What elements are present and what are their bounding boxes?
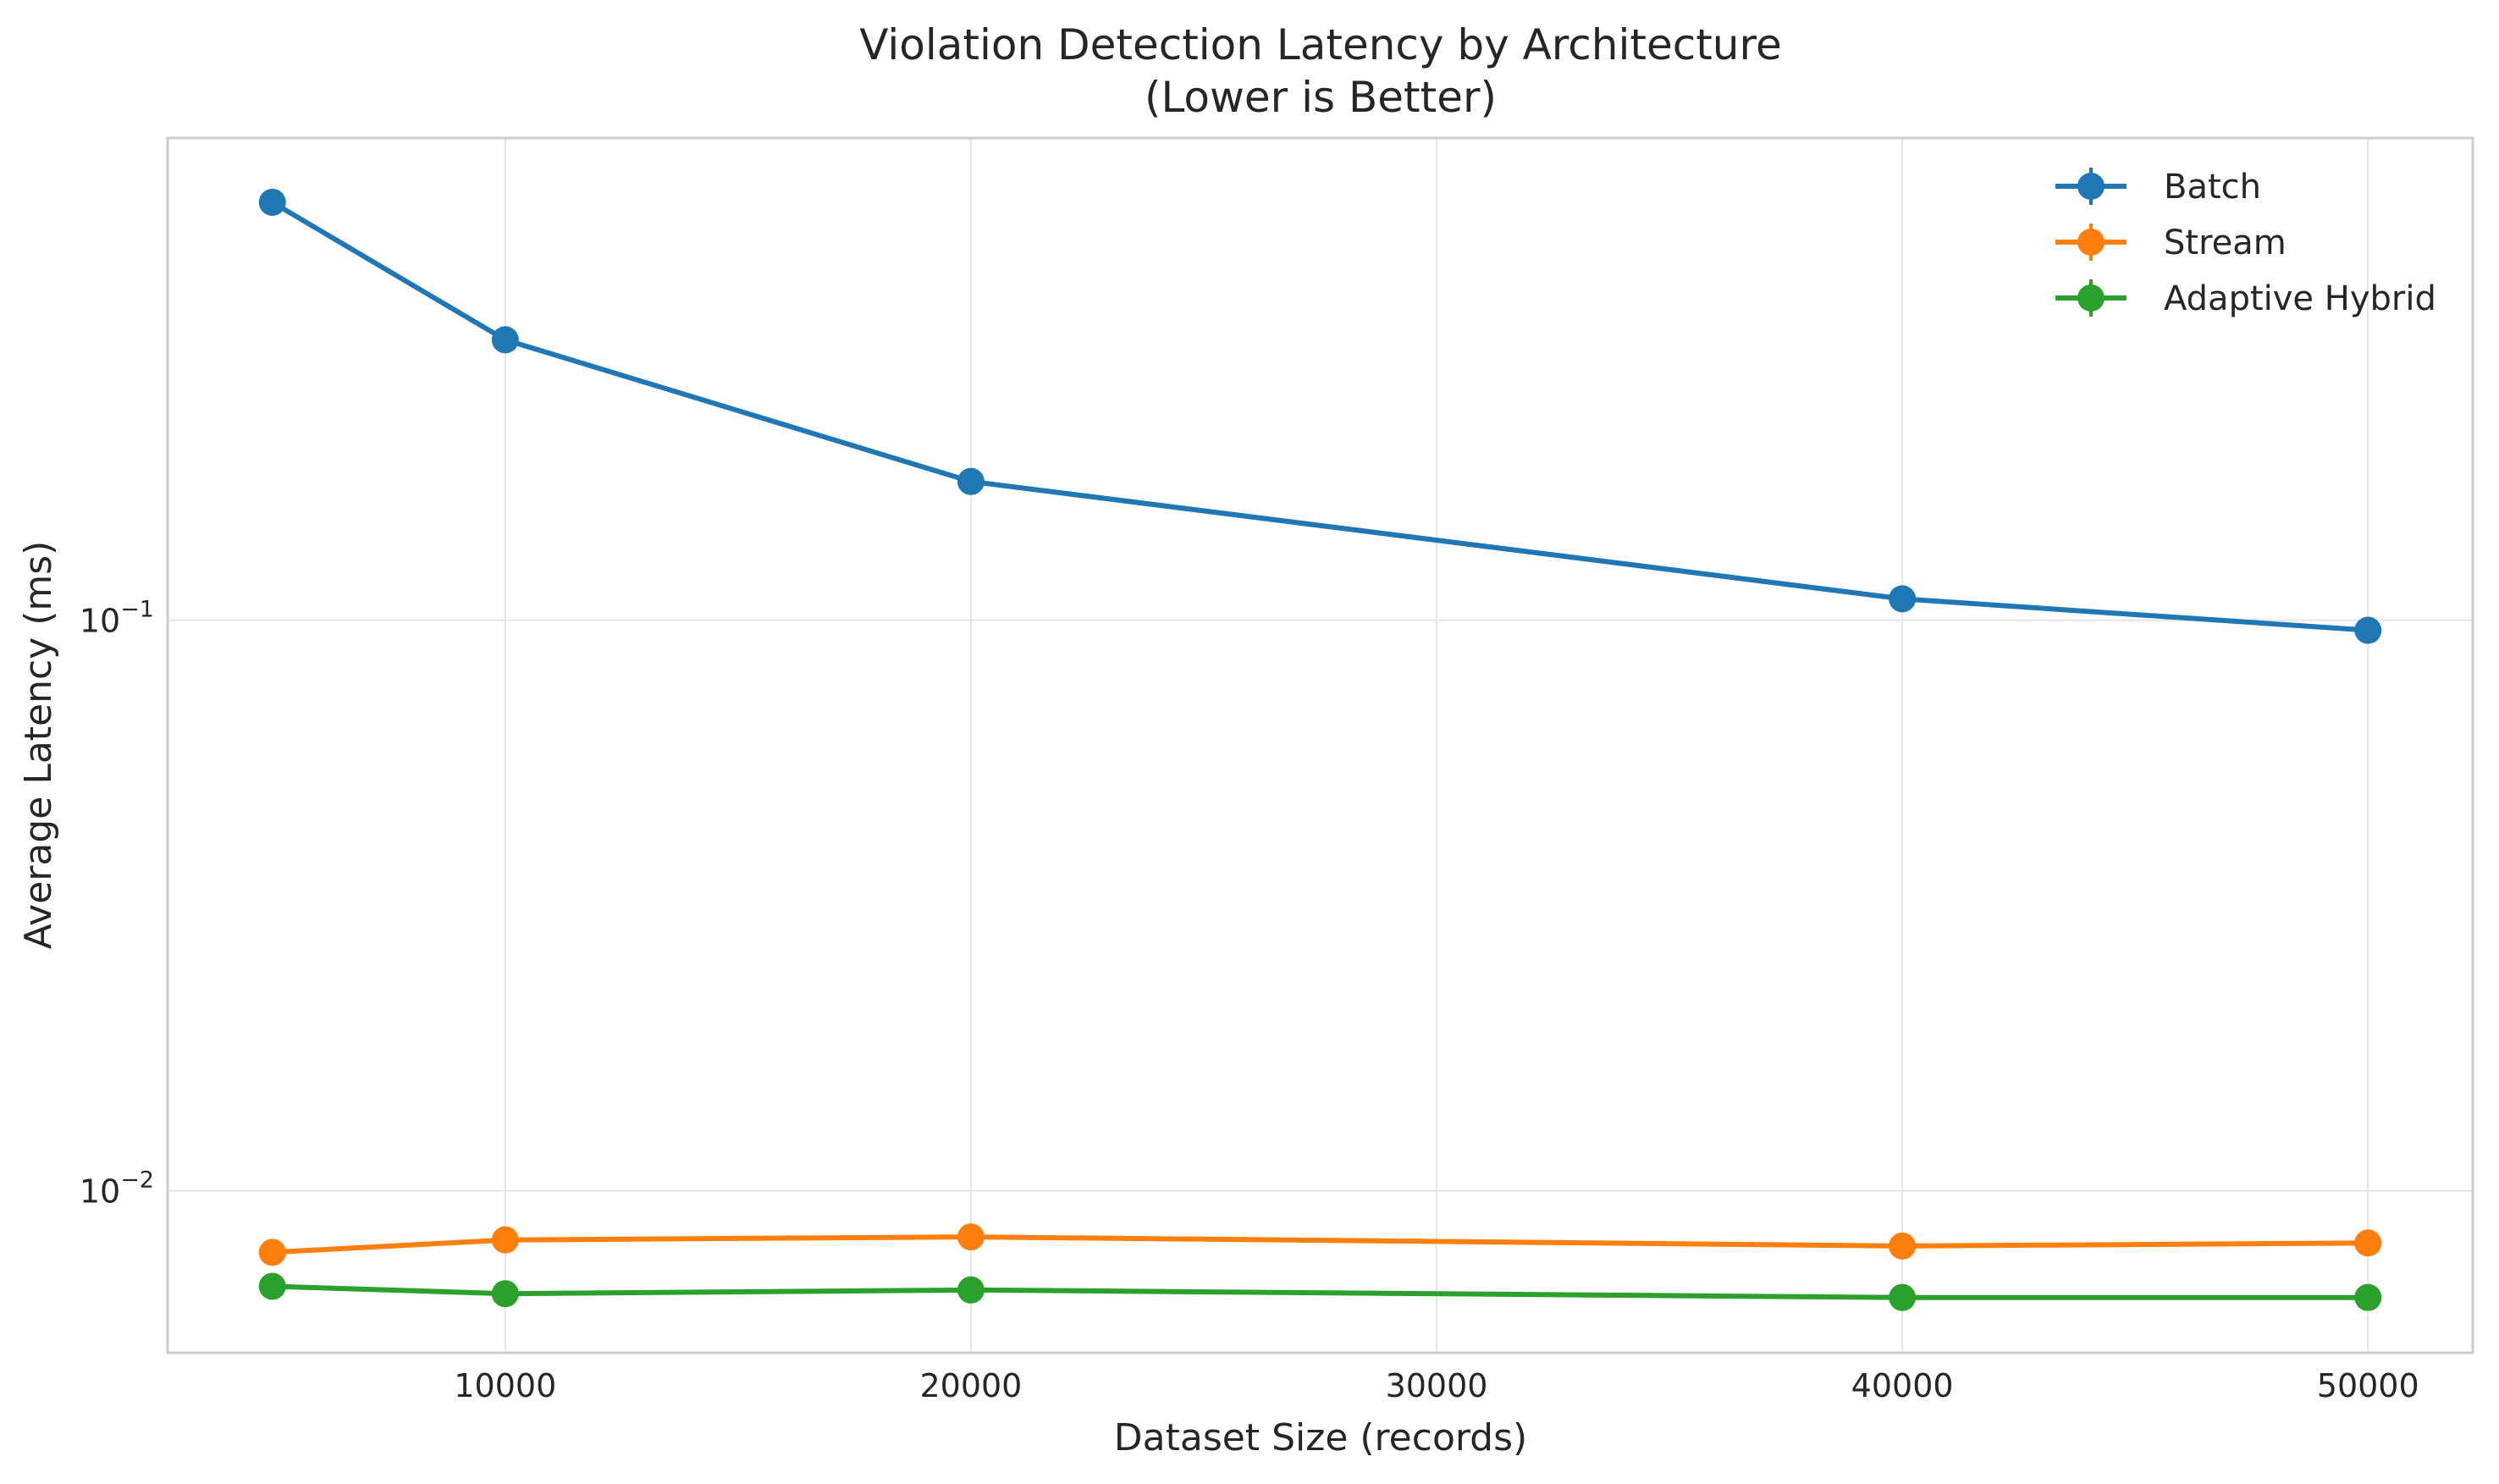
x-tick-label: 20000: [919, 1367, 1022, 1404]
series-stream: [258, 1223, 2382, 1266]
plot-frame: [166, 136, 2474, 1354]
x-tick-label: 40000: [1851, 1367, 1954, 1404]
chart-title-line1: Violation Detection Latency by Architect…: [859, 20, 1781, 69]
series-adaptive-hybrid: [258, 1272, 2382, 1311]
series-line: [269, 1283, 2371, 1300]
x-tick-label: 10000: [454, 1367, 556, 1404]
series-line: [269, 1234, 2371, 1255]
y-tick-label: 10−2: [80, 1167, 154, 1211]
grid: [168, 138, 2473, 1353]
x-tick-label: 50000: [2317, 1367, 2419, 1404]
legend-item: Batch: [2055, 168, 2261, 207]
data-point: [2354, 616, 2382, 644]
data-point: [957, 1223, 985, 1251]
legend: Batch Stream Adaptive Hybrid: [2055, 168, 2436, 318]
data-point: [258, 1272, 286, 1300]
legend-label: Adaptive Hybrid: [2164, 279, 2436, 318]
y-ticks: 10−110−2: [80, 597, 154, 1211]
x-axis-label: Dataset Size (records): [1114, 1416, 1527, 1459]
data-point: [957, 1276, 985, 1304]
series-layer: [258, 188, 2382, 1311]
legend-marker: [2077, 173, 2105, 200]
y-tick-label: 10−1: [80, 597, 154, 640]
data-point: [2354, 1229, 2382, 1257]
x-ticks: 10000 20000 30000 40000 50000: [454, 1367, 2419, 1404]
y-tick-base: 10: [80, 1173, 120, 1211]
data-point: [1889, 1283, 1917, 1311]
data-point: [957, 467, 985, 495]
series-line: [269, 200, 2371, 633]
data-point: [2354, 1283, 2382, 1311]
y-tick-base: 10: [80, 603, 120, 640]
data-point: [491, 326, 519, 354]
legend-label: Batch: [2164, 168, 2261, 207]
data-point: [491, 1226, 519, 1254]
series-batch: [258, 188, 2382, 644]
y-tick-exponent: −2: [120, 1167, 154, 1194]
data-point: [1889, 1232, 1917, 1260]
data-point: [258, 1239, 286, 1266]
data-point: [491, 1280, 519, 1308]
legend-label: Stream: [2164, 223, 2287, 262]
data-point: [1889, 585, 1917, 613]
legend-item: Adaptive Hybrid: [2055, 279, 2436, 318]
data-point: [258, 188, 286, 216]
y-tick-exponent: −1: [120, 597, 154, 623]
legend-item: Stream: [2055, 223, 2287, 262]
chart-title-line2: (Lower is Better): [1145, 73, 1497, 122]
legend-marker: [2077, 284, 2105, 312]
x-tick-label: 30000: [1386, 1367, 1488, 1404]
legend-marker: [2077, 229, 2105, 256]
y-axis-label: Average Latency (ms): [17, 541, 60, 950]
